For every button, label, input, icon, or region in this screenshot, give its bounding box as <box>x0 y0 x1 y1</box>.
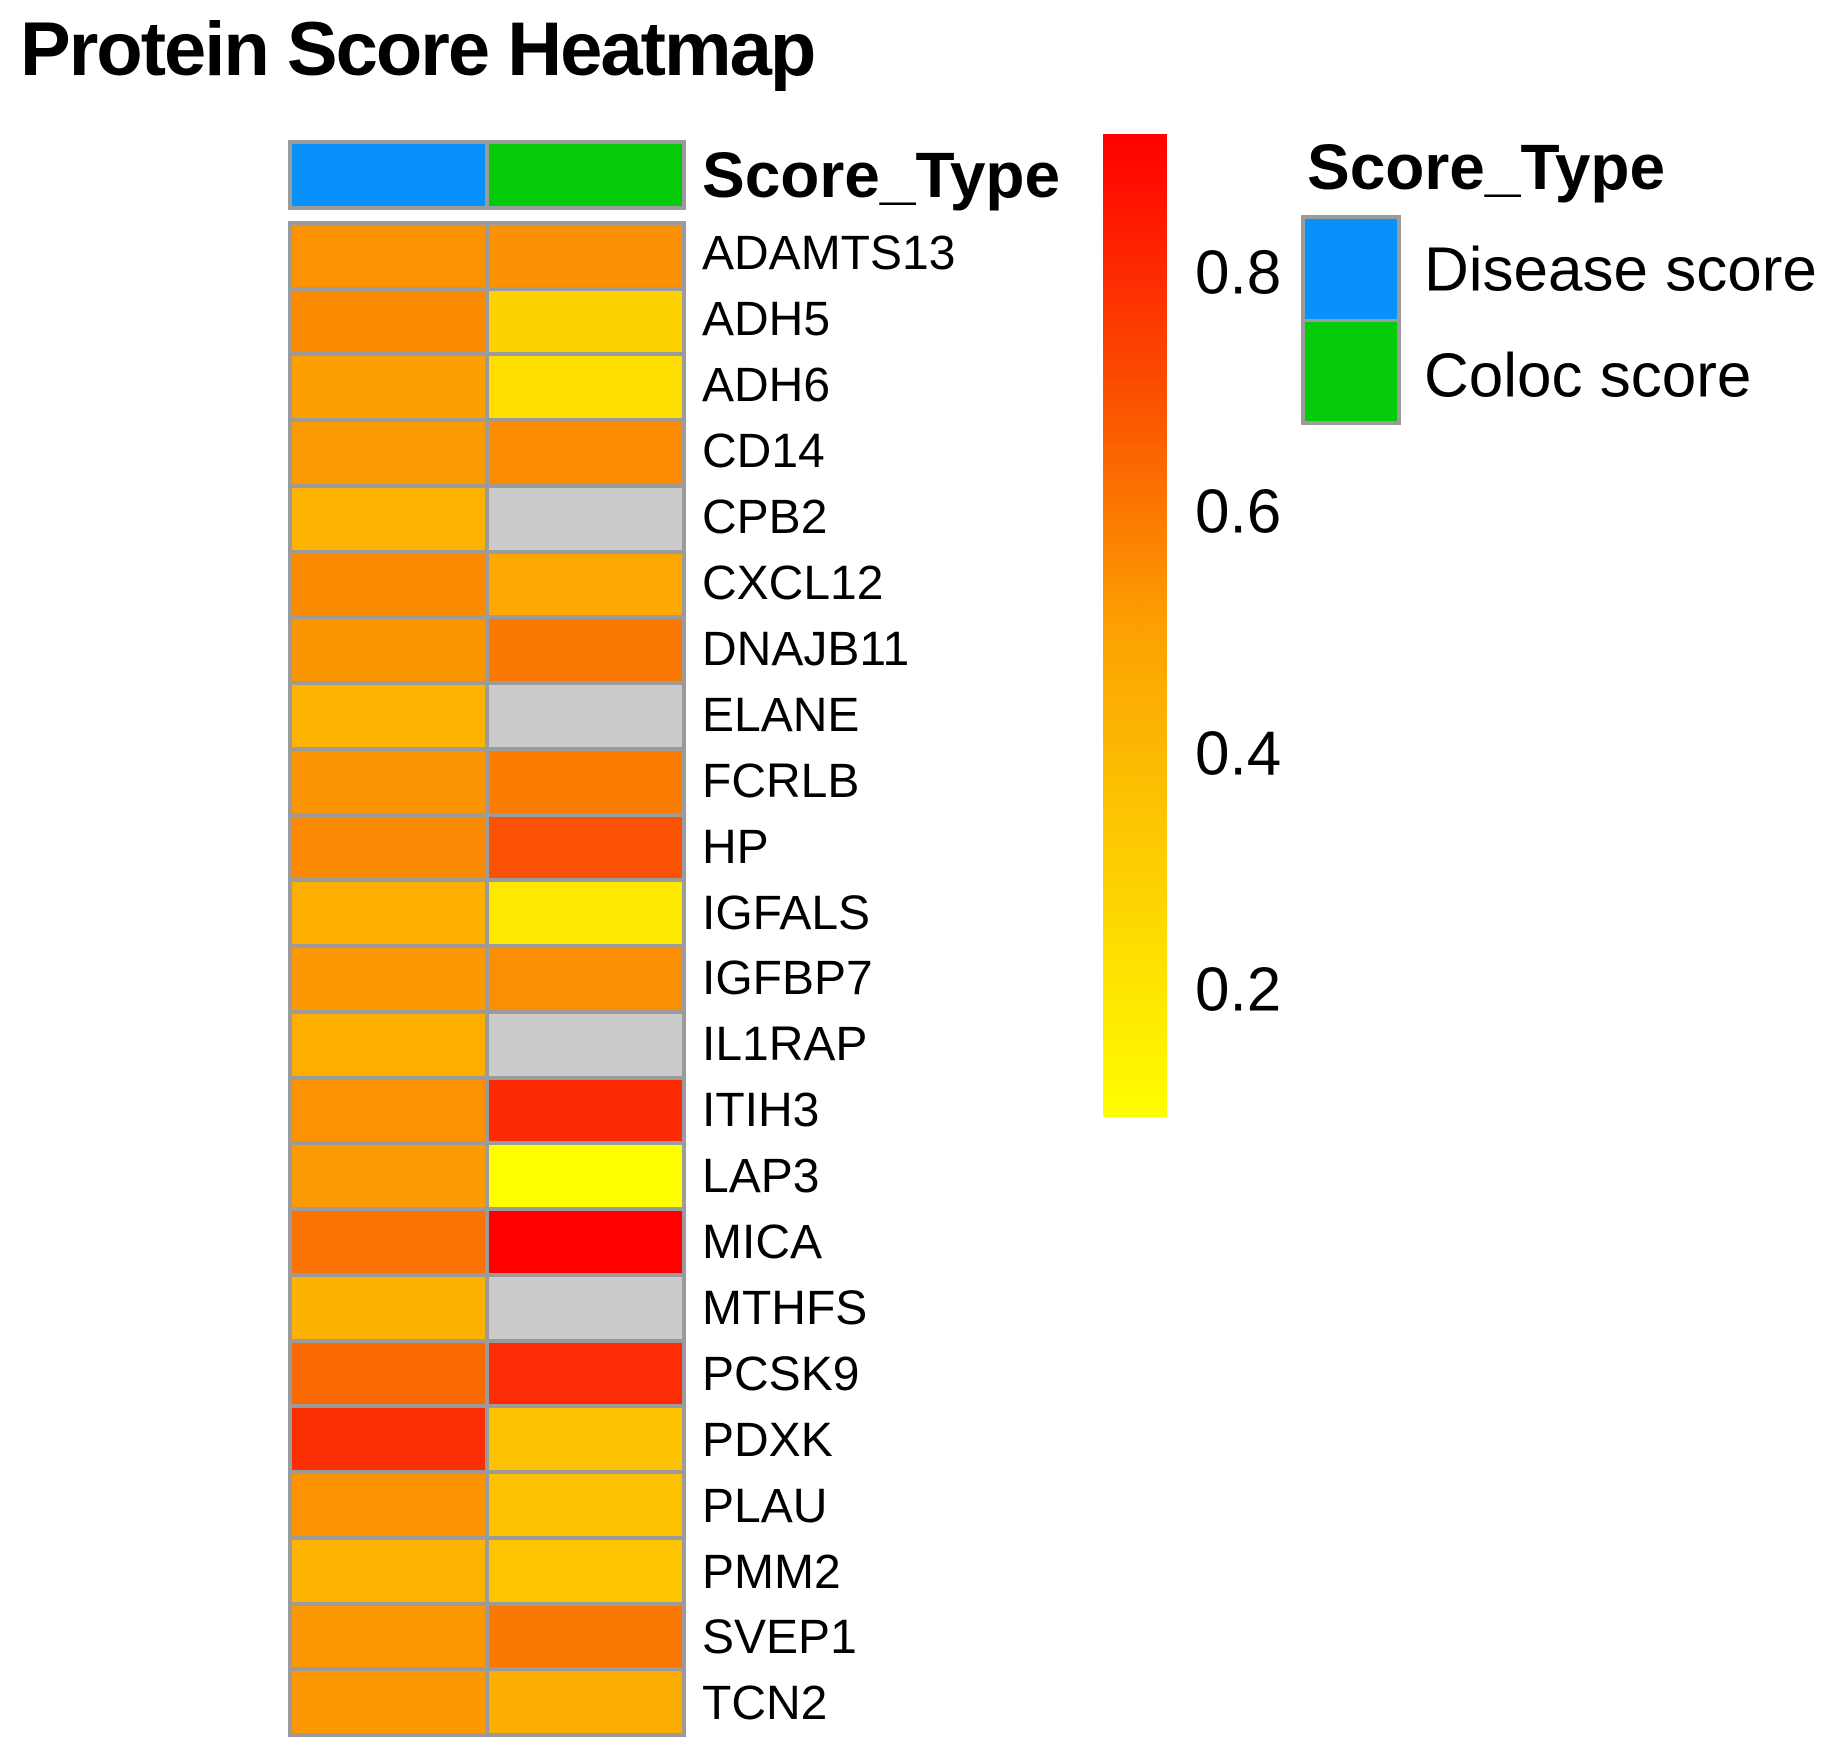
heatmap-cell-PLAU-coloc <box>489 1474 682 1536</box>
row-label-PLAU: PLAU <box>702 1479 828 1533</box>
row-label-PCSK9: PCSK9 <box>702 1347 860 1401</box>
colorbar-gradient <box>1103 134 1167 1117</box>
heatmap-cell-LAP3-coloc <box>489 1145 682 1208</box>
annotation-row <box>288 140 686 210</box>
heatmap-cell-CD14-coloc <box>489 422 682 484</box>
row-label-CD14: CD14 <box>702 425 825 479</box>
heatmap-cell-PCSK9-disease <box>292 1342 485 1405</box>
heatmap-cell-CD14-disease <box>292 422 485 484</box>
legend-label-coloc-score: Coloc score <box>1424 341 1752 411</box>
heatmap-cell-SVEP1-disease <box>292 1605 485 1668</box>
row-label-ADAMTS13: ADAMTS13 <box>702 227 956 281</box>
heatmap-cell-ADAMTS13-disease <box>292 225 485 287</box>
heatmap-cell-MTHFS-coloc <box>489 1276 682 1339</box>
heatmap-cell-MTHFS-disease <box>292 1276 485 1339</box>
row-label-MTHFS: MTHFS <box>702 1281 868 1335</box>
heatmap-cell-IGFBP7-disease <box>292 948 485 1010</box>
heatmap-cell-MICA-coloc <box>489 1211 682 1273</box>
heatmap-cell-FCRLB-coloc <box>489 750 682 813</box>
heatmap-cell-PCSK9-coloc <box>489 1342 682 1405</box>
legend-title: Score_Type <box>1307 131 1666 203</box>
page-title: Protein Score Heatmap <box>20 7 816 92</box>
row-label-IL1RAP: IL1RAP <box>702 1018 868 1072</box>
heatmap-cell-CPB2-coloc <box>489 487 682 550</box>
annotation-header-label: Score_Type <box>702 139 1061 211</box>
heatmap-cell-ELANE-disease <box>292 685 485 747</box>
heatmap-cell-FCRLB-disease <box>292 750 485 813</box>
colorbar-tick-0.4: 0.4 <box>1195 719 1282 789</box>
row-label-HP: HP <box>702 820 769 874</box>
row-label-PMM2: PMM2 <box>702 1545 841 1599</box>
heatmap-cell-CPB2-disease <box>292 487 485 550</box>
heatmap-cell-PLAU-disease <box>292 1474 485 1536</box>
row-label-IGFALS: IGFALS <box>702 886 871 940</box>
row-label-ADH6: ADH6 <box>702 359 831 413</box>
row-label-MICA: MICA <box>702 1216 822 1270</box>
heatmap-cell-IL1RAP-coloc <box>489 1013 682 1076</box>
heatmap-cell-ITIH3-coloc <box>489 1079 682 1142</box>
colorbar-tick-0.6: 0.6 <box>1195 477 1282 547</box>
legend-swatch-disease-score <box>1305 219 1397 319</box>
row-label-LAP3: LAP3 <box>702 1150 820 1204</box>
heatmap-cell-LAP3-disease <box>292 1145 485 1208</box>
heatmap-cell-DNAJB11-coloc <box>489 619 682 682</box>
heatmap-cell-SVEP1-coloc <box>489 1605 682 1668</box>
heatmap-cell-CXCL12-disease <box>292 553 485 616</box>
heatmap-cell-ELANE-coloc <box>489 685 682 747</box>
heatmap-body <box>288 221 686 1737</box>
heatmap-cell-IGFBP7-coloc <box>489 948 682 1010</box>
row-label-CPB2: CPB2 <box>702 491 828 545</box>
annotation-cell-coloc-score <box>489 144 682 206</box>
legend-label-disease-score: Disease score <box>1424 235 1817 305</box>
row-label-TCN2: TCN2 <box>702 1677 828 1731</box>
row-label-DNAJB11: DNAJB11 <box>702 622 910 676</box>
heatmap-cell-IGFALS-coloc <box>489 882 682 945</box>
colorbar-tick-0.2: 0.2 <box>1195 955 1282 1025</box>
heatmap-cell-ADH5-disease <box>292 290 485 353</box>
row-label-CXCL12: CXCL12 <box>702 556 884 610</box>
heatmap-cell-ITIH3-disease <box>292 1079 485 1142</box>
annotation-cell-disease-score <box>292 144 485 206</box>
heatmap-cell-HP-disease <box>292 816 485 879</box>
heatmap-cell-IGFALS-disease <box>292 882 485 945</box>
heatmap-cell-ADH5-coloc <box>489 290 682 353</box>
heatmap-cell-IL1RAP-disease <box>292 1013 485 1076</box>
row-label-ITIH3: ITIH3 <box>702 1084 820 1138</box>
heatmap-cell-PDXK-coloc <box>489 1408 682 1471</box>
row-label-SVEP1: SVEP1 <box>702 1611 857 1665</box>
heatmap-cell-TCN2-coloc <box>489 1671 682 1733</box>
heatmap-cell-ADH6-disease <box>292 356 485 419</box>
heatmap-cell-DNAJB11-disease <box>292 619 485 682</box>
heatmap-cell-MICA-disease <box>292 1211 485 1273</box>
row-label-ELANE: ELANE <box>702 688 860 742</box>
heatmap-cell-CXCL12-coloc <box>489 553 682 616</box>
heatmap-cell-PMM2-coloc <box>489 1539 682 1602</box>
heatmap-cell-HP-coloc <box>489 816 682 879</box>
row-label-FCRLB: FCRLB <box>702 754 860 808</box>
heatmap-cell-PMM2-disease <box>292 1539 485 1602</box>
legend-swatch-coloc-score <box>1305 321 1397 421</box>
heatmap-cell-TCN2-disease <box>292 1671 485 1733</box>
heatmap-cell-PDXK-disease <box>292 1408 485 1471</box>
row-labels-column: ADAMTS13 ADH5 ADH6 CD14 CPB2 CXCL12 DNAJB11 ELA… <box>702 221 1122 1737</box>
row-label-IGFBP7: IGFBP7 <box>702 952 873 1006</box>
legend-swatches <box>1301 215 1401 425</box>
row-label-ADH5: ADH5 <box>702 293 831 347</box>
heatmap-cell-ADH6-coloc <box>489 356 682 419</box>
heatmap-cell-ADAMTS13-coloc <box>489 225 682 287</box>
row-label-PDXK: PDXK <box>702 1413 833 1467</box>
colorbar-tick-0.8: 0.8 <box>1195 238 1282 308</box>
